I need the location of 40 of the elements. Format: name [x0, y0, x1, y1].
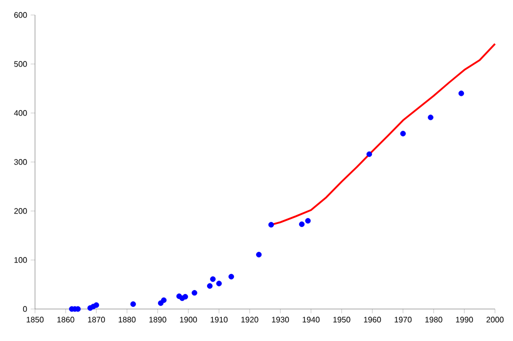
x-tick-label: 1850: [26, 316, 44, 322]
x-tick-label: 1890: [149, 316, 166, 322]
point: [94, 302, 100, 308]
x-tick-label: 1980: [425, 316, 442, 322]
x-tick-label: 1880: [118, 316, 136, 322]
x-tick-label: 1860: [57, 316, 74, 322]
point: [299, 221, 305, 228]
x-tick-label: 1950: [333, 316, 350, 322]
x-tick-label: 1970: [394, 316, 412, 322]
point: [182, 294, 188, 300]
y-tick-label: 400: [14, 110, 27, 116]
point: [210, 276, 216, 282]
x-tick-label: 2000: [486, 316, 504, 322]
point: [268, 222, 274, 228]
x-tick-label: 1920: [241, 316, 258, 322]
y-tick-label: 300: [14, 159, 27, 165]
point: [458, 90, 464, 96]
point: [305, 218, 311, 224]
point: [228, 274, 234, 280]
y-tick-label: 600: [14, 12, 27, 18]
x-tick-label: 1870: [88, 316, 105, 322]
point: [366, 151, 372, 157]
y-tick-label: 500: [14, 61, 27, 67]
y-tick-label: 0: [23, 306, 27, 312]
x-tick-label: 1930: [272, 316, 289, 322]
point: [207, 283, 213, 289]
point: [428, 114, 434, 120]
point: [192, 290, 198, 296]
point: [400, 130, 406, 136]
point: [256, 252, 262, 258]
point: [161, 297, 167, 303]
x-tick-label: 1910: [210, 316, 228, 322]
x-tick-label: 1900: [180, 316, 197, 322]
x-tick-label: 1960: [364, 316, 381, 322]
point: [130, 301, 136, 307]
y-tick-label: 200: [14, 208, 27, 214]
point: [216, 280, 222, 286]
y-tick-label: 100: [14, 257, 27, 263]
x-tick-label: 1940: [302, 316, 320, 322]
x-tick-label: 1990: [456, 316, 473, 322]
